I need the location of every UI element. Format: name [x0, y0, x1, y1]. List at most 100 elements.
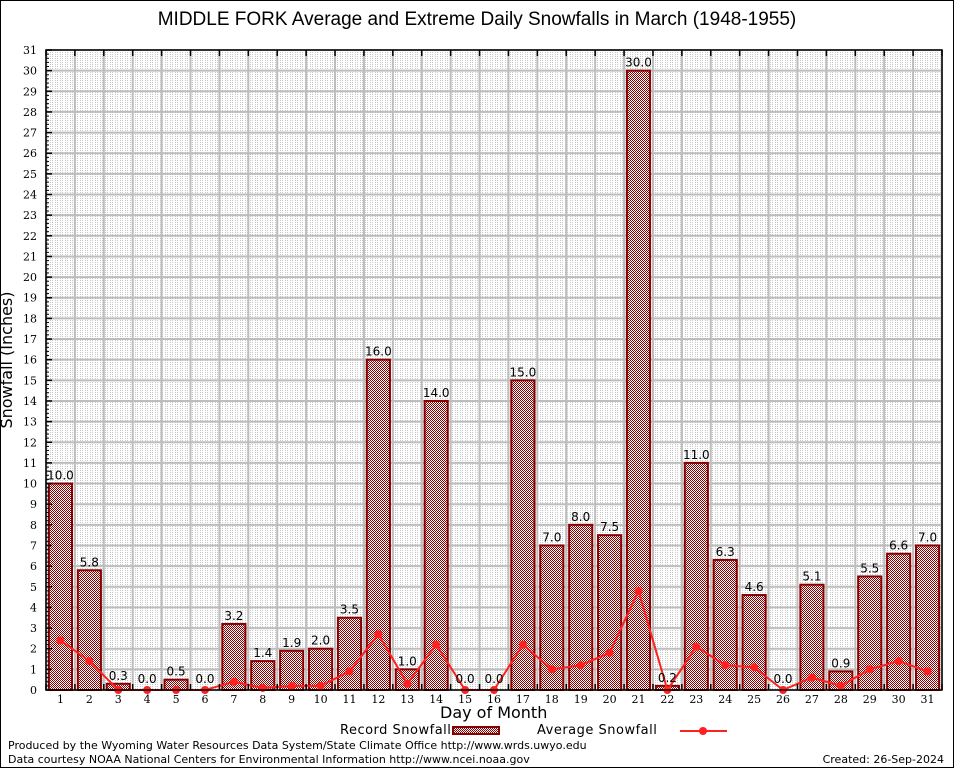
data-label-day-13: 1.0	[398, 654, 417, 668]
bar-day-1	[47, 482, 74, 692]
x-tick-label: 7	[230, 693, 237, 706]
average-point-day-2	[85, 657, 94, 666]
data-label-day-22: 0.2	[658, 671, 677, 685]
y-tick-label: 9	[30, 498, 37, 511]
y-tick-label: 6	[30, 560, 37, 573]
x-tick-label: 18	[545, 693, 559, 706]
bar-day-2	[76, 569, 102, 691]
data-label-day-15: 0.0	[456, 672, 475, 686]
x-tick-label: 21	[632, 693, 646, 706]
x-axis-label: Day of Month	[440, 703, 548, 722]
x-tick-label: 31	[921, 693, 935, 706]
bar-day-24	[712, 558, 738, 691]
data-label-day-10: 2.0	[311, 634, 330, 648]
bar-day-12	[365, 358, 391, 691]
x-tick-label: 24	[718, 693, 732, 706]
y-axis-label: Snowfall (Inches)	[0, 291, 16, 429]
data-label-day-12: 16.0	[365, 345, 392, 359]
x-tick-label: 9	[288, 693, 295, 706]
data-label-day-27: 5.1	[802, 570, 821, 584]
footer-created: Created: 26-Sep-2024	[822, 753, 944, 766]
legend	[452, 726, 727, 735]
data-label-day-26: 0.0	[773, 672, 792, 686]
y-tick-label: 23	[23, 209, 37, 222]
x-tick-label: 10	[314, 693, 328, 706]
bar-day-20	[597, 534, 623, 692]
average-point-day-11	[345, 667, 354, 676]
average-point-day-21	[634, 586, 643, 595]
data-label-day-2: 5.8	[80, 555, 99, 569]
x-tick-label: 5	[173, 693, 180, 706]
average-point-day-31	[923, 667, 932, 676]
data-label-day-25: 4.6	[745, 580, 764, 594]
x-tick-label: 14	[429, 693, 443, 706]
x-tick-label: 27	[805, 693, 819, 706]
y-tick-label: 27	[23, 127, 37, 140]
axes: 0123456789101112131415161718192021222324…	[23, 44, 943, 706]
x-tick-label: 19	[574, 693, 588, 706]
y-tick-label: 24	[23, 189, 37, 202]
x-tick-label: 30	[892, 693, 906, 706]
x-tick-label: 28	[834, 693, 848, 706]
bar-day-25	[741, 594, 767, 692]
y-tick-label: 11	[23, 457, 37, 470]
average-point-day-17	[518, 640, 527, 649]
legend-record-swatch	[452, 726, 500, 735]
data-label-day-19: 8.0	[571, 510, 590, 524]
average-point-day-1	[56, 636, 65, 645]
y-tick-label: 31	[23, 44, 37, 57]
x-tick-label: 12	[371, 693, 385, 706]
y-tick-label: 10	[23, 478, 37, 491]
y-tick-label: 0	[30, 684, 37, 697]
y-tick-label: 16	[23, 354, 37, 367]
data-label-day-5: 0.5	[167, 665, 186, 679]
y-tick-label: 21	[23, 250, 37, 263]
average-point-day-10	[316, 681, 325, 690]
data-label-day-7: 3.2	[224, 609, 243, 623]
legend-record-label: Record Snowfall	[340, 723, 452, 738]
average-point-day-13	[403, 679, 412, 688]
plot-border	[45, 49, 943, 691]
average-point-day-27	[807, 673, 816, 682]
bar-day-11	[336, 616, 363, 692]
y-tick-label: 20	[23, 271, 37, 284]
data-label-day-1: 10.0	[47, 469, 74, 483]
y-tick-label: 13	[23, 416, 37, 429]
data-label-day-14: 14.0	[423, 386, 450, 400]
y-tick-label: 30	[23, 65, 37, 78]
x-tick-label: 2	[86, 693, 93, 706]
data-labels: 10.0 5.8 0.3 0.0 0.5 0.0 3.2 1.4 1.9 2.0 3.5 16.0 1.…	[47, 56, 937, 686]
x-tick-label: 6	[201, 693, 208, 706]
data-label-day-4: 0.0	[138, 672, 157, 686]
x-tick-label: 23	[689, 693, 703, 706]
average-point-day-12	[374, 630, 383, 639]
y-tick-label: 18	[23, 312, 37, 325]
x-tick-label: 11	[342, 693, 356, 706]
data-label-day-16: 0.0	[484, 672, 503, 686]
data-label-day-29: 5.5	[860, 561, 879, 575]
y-tick-label: 25	[23, 168, 37, 181]
y-tick-label: 7	[30, 539, 37, 552]
average-point-day-29	[865, 665, 874, 674]
data-label-day-11: 3.5	[340, 603, 359, 617]
y-tick-label: 1	[30, 663, 37, 676]
y-tick-label: 3	[30, 622, 37, 635]
y-tick-label: 8	[30, 519, 37, 532]
x-tick-label: 29	[863, 693, 877, 706]
y-tick-label: 15	[23, 374, 37, 387]
average-point-day-24	[721, 661, 730, 670]
data-label-day-28: 0.9	[831, 656, 850, 670]
x-tick-label: 25	[747, 693, 761, 706]
data-label-day-20: 7.5	[600, 520, 619, 534]
y-tick-label: 2	[30, 643, 37, 656]
bar-day-23	[683, 461, 709, 691]
plot-background	[46, 50, 942, 690]
data-label-day-3: 0.3	[109, 669, 128, 683]
x-tick-label: 4	[144, 693, 151, 706]
average-point-day-20	[605, 648, 614, 657]
x-tick-label: 17	[516, 693, 530, 706]
y-tick-label: 29	[23, 85, 37, 98]
y-tick-label: 5	[30, 581, 37, 594]
y-tick-label: 17	[23, 333, 37, 346]
